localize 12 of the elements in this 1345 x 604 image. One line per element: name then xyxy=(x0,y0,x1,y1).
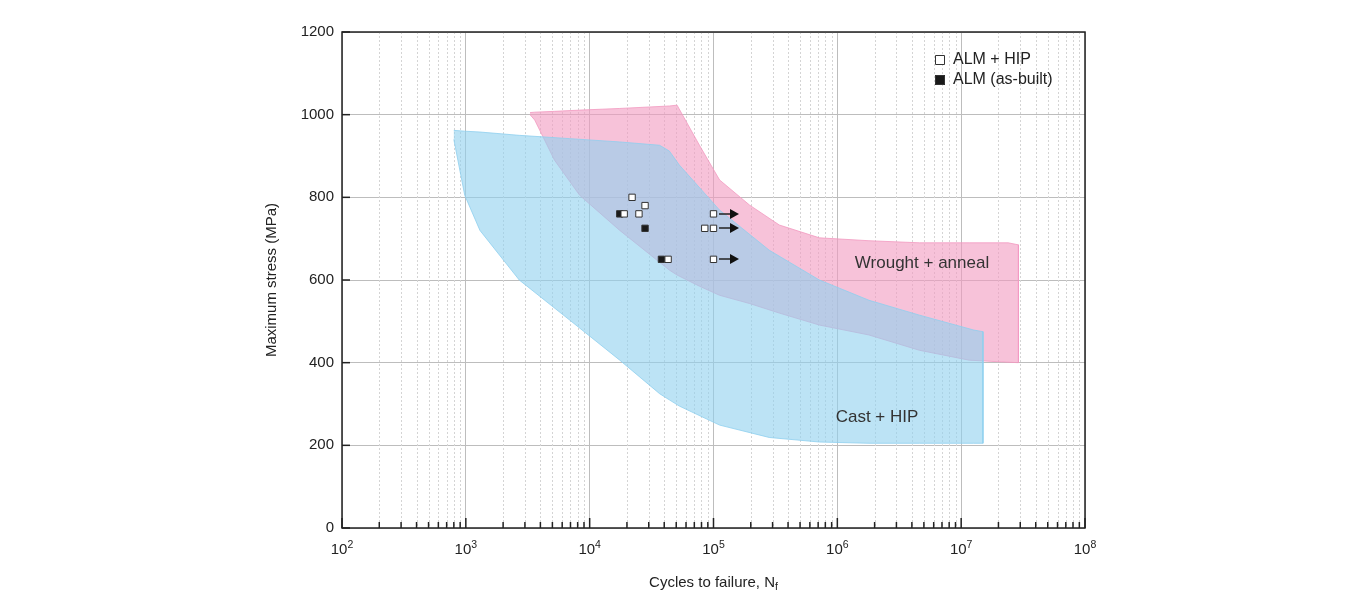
legend-label: ALM + HIP xyxy=(953,50,1031,68)
y-tick-label: 0 xyxy=(325,518,334,536)
y-tick-label: 200 xyxy=(308,435,334,453)
y-tick-label: 400 xyxy=(308,352,334,370)
legend-label: ALM (as-built) xyxy=(953,70,1053,88)
annotation: Cast + HIP xyxy=(835,406,919,426)
y-tick-label: 1200 xyxy=(300,22,335,40)
y-tick-label: 1000 xyxy=(300,104,335,122)
y-tick-label: 600 xyxy=(308,270,334,288)
annotation: Wrought + anneal xyxy=(854,252,990,272)
y-tick-label: 800 xyxy=(308,187,334,205)
y-axis-title: Maximum stress (MPa) xyxy=(262,202,280,358)
